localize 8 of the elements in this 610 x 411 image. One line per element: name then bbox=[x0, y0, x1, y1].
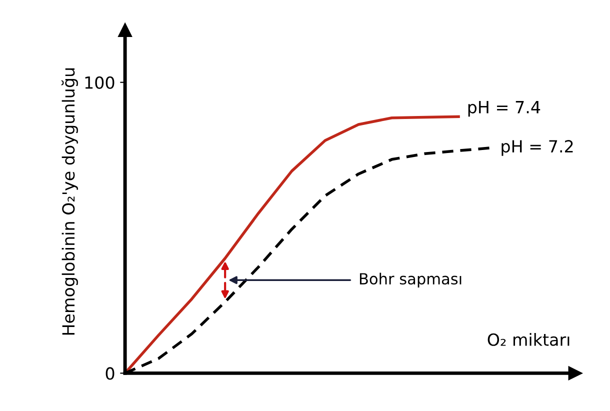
y-tick-label: 100 bbox=[85, 76, 114, 89]
line-series bbox=[125, 115, 460, 374]
x-axis-title: O₂ miktarı bbox=[488, 333, 570, 346]
annotation: Bohr sapması bbox=[360, 272, 462, 288]
y-axis-title: Hemoglobinin O₂'ye doygunluğu bbox=[61, 68, 78, 335]
series-label: pH = 7.4 bbox=[468, 101, 540, 117]
y-tick-label: 0 bbox=[106, 367, 114, 380]
series-label: pH = 7.2 bbox=[502, 140, 573, 156]
